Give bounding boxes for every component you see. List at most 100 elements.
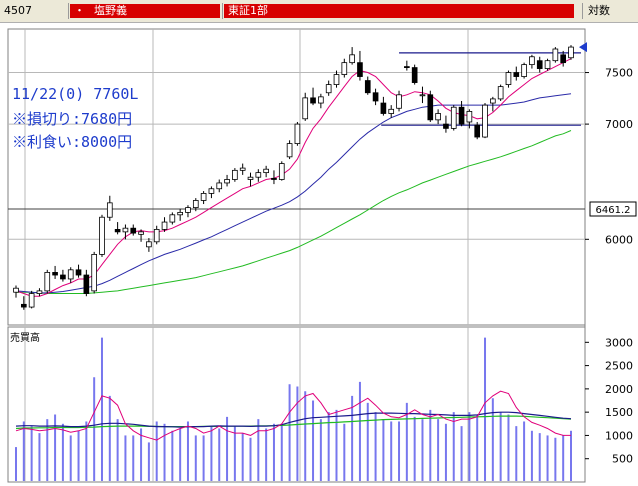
candle-body bbox=[458, 106, 465, 125]
candle bbox=[396, 90, 402, 112]
candle-body bbox=[388, 108, 395, 114]
candle bbox=[380, 96, 387, 116]
candle bbox=[388, 105, 395, 118]
candle bbox=[67, 267, 74, 283]
candle bbox=[349, 47, 355, 65]
candle bbox=[333, 70, 340, 88]
header-bullet: ・ bbox=[70, 4, 90, 18]
candle bbox=[529, 54, 535, 69]
candle bbox=[278, 161, 285, 181]
candle bbox=[99, 214, 105, 257]
ma-short-line bbox=[15, 58, 572, 297]
candle bbox=[232, 168, 238, 182]
candle bbox=[364, 76, 371, 95]
candle bbox=[122, 224, 129, 240]
candle bbox=[450, 105, 457, 131]
candle bbox=[411, 64, 418, 85]
chart-header-bar: 4507 ・ 塩野義 東証1部 対数 bbox=[0, 0, 638, 23]
candle bbox=[247, 172, 254, 187]
candle bbox=[185, 205, 191, 218]
candle-body bbox=[568, 46, 574, 59]
candle-body bbox=[224, 179, 230, 184]
candle-body bbox=[286, 143, 293, 158]
candle-body bbox=[411, 67, 418, 83]
candle-body bbox=[474, 124, 481, 138]
stock-name: 塩野義 bbox=[90, 4, 220, 18]
candle-body bbox=[404, 66, 410, 68]
candle bbox=[505, 70, 512, 88]
candle-body bbox=[247, 176, 254, 180]
candle-body bbox=[513, 72, 520, 77]
candle bbox=[521, 62, 527, 79]
candle bbox=[568, 45, 574, 60]
candle-body bbox=[52, 272, 58, 276]
candle-body bbox=[36, 290, 43, 294]
candle bbox=[294, 121, 301, 146]
candle bbox=[435, 109, 441, 125]
candle bbox=[286, 140, 293, 160]
candle bbox=[161, 217, 168, 232]
candle bbox=[192, 198, 199, 212]
candle bbox=[146, 238, 152, 252]
annotation-line2: ※損切り:7680円 bbox=[12, 110, 132, 128]
candle-body bbox=[130, 227, 137, 234]
candle bbox=[177, 208, 183, 221]
current-value-label: 6461.2 bbox=[596, 205, 631, 216]
latest-price-arrow bbox=[579, 42, 587, 53]
header-separator bbox=[582, 3, 583, 19]
stock-chart: 6000 7000 7500 6461.2 11/22(0) 7760L ※損切り:768… bbox=[7, 28, 637, 483]
candle-body bbox=[216, 182, 223, 190]
candle bbox=[427, 90, 434, 122]
candle-body bbox=[396, 94, 402, 109]
candle-body bbox=[521, 64, 527, 77]
candle-body bbox=[552, 48, 559, 62]
candle bbox=[60, 269, 66, 282]
candle-body bbox=[208, 188, 215, 194]
candle-body bbox=[294, 123, 301, 144]
candle-body bbox=[419, 94, 426, 97]
ma-mid-line bbox=[15, 93, 572, 294]
candle bbox=[302, 92, 309, 121]
candle bbox=[497, 84, 504, 101]
header-separator bbox=[222, 3, 223, 19]
candle bbox=[536, 56, 543, 73]
candle bbox=[325, 80, 332, 96]
scale-mode-toggle[interactable]: 対数 bbox=[588, 4, 610, 17]
candle bbox=[318, 93, 324, 109]
candle-body bbox=[427, 94, 434, 121]
price-tick-label: 7000 bbox=[605, 118, 633, 131]
candle-body bbox=[106, 202, 113, 218]
price-tick-label: 6000 bbox=[605, 233, 633, 246]
candle-body bbox=[60, 274, 66, 280]
candle-body bbox=[380, 102, 387, 114]
candle-body bbox=[341, 62, 348, 75]
volume-tick-label: 2000 bbox=[605, 383, 633, 396]
candle bbox=[114, 222, 121, 235]
candle-body bbox=[372, 92, 379, 102]
candle-body bbox=[271, 177, 277, 180]
volume-tick-label: 3000 bbox=[605, 336, 633, 349]
annotation-line3: ※利食い:8000円 bbox=[12, 133, 132, 151]
candle-body bbox=[482, 104, 488, 138]
candle-body bbox=[310, 97, 316, 104]
volume-panel-title: 売買高 bbox=[10, 331, 40, 344]
candle bbox=[13, 285, 19, 298]
candle bbox=[404, 60, 410, 71]
candle bbox=[153, 225, 160, 245]
ticker-code: 4507 bbox=[4, 4, 32, 17]
volume-tick-label: 1500 bbox=[605, 406, 633, 419]
candle-body bbox=[435, 113, 441, 121]
candle-body bbox=[177, 211, 183, 216]
candle-body bbox=[364, 80, 371, 94]
candle bbox=[36, 288, 43, 297]
candle-body bbox=[44, 272, 51, 292]
candle bbox=[200, 191, 207, 205]
price-tick-label: 7500 bbox=[605, 67, 633, 80]
candle bbox=[216, 179, 223, 193]
candle bbox=[513, 66, 520, 81]
candle-body bbox=[99, 216, 105, 255]
candle-body bbox=[325, 84, 332, 94]
candle bbox=[443, 115, 449, 133]
candle bbox=[255, 169, 262, 182]
volume-ma-short-line bbox=[15, 390, 571, 441]
